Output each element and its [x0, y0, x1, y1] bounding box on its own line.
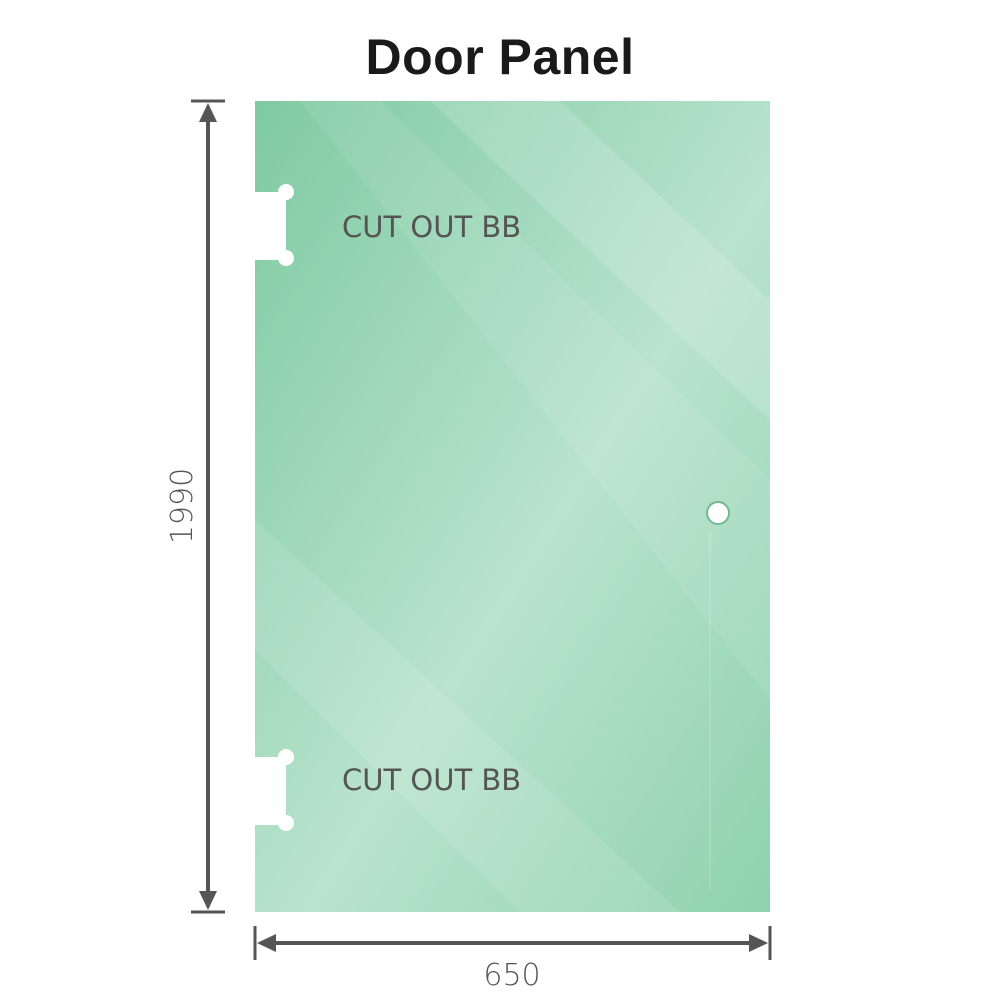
cutout-label-top: CUT OUT BB: [342, 210, 521, 244]
glass-panel: [255, 101, 770, 912]
cutout-bottom: [250, 749, 294, 831]
cutout-top: [250, 184, 294, 266]
width-label: 650: [483, 958, 540, 993]
height-dimension: [191, 99, 225, 914]
width-dimension: [253, 926, 772, 960]
cutout-label-bottom: CUT OUT BB: [342, 763, 521, 797]
handle-hole: [706, 501, 730, 525]
diagram-title: Door Panel: [365, 29, 635, 85]
height-label: 1990: [165, 468, 200, 544]
